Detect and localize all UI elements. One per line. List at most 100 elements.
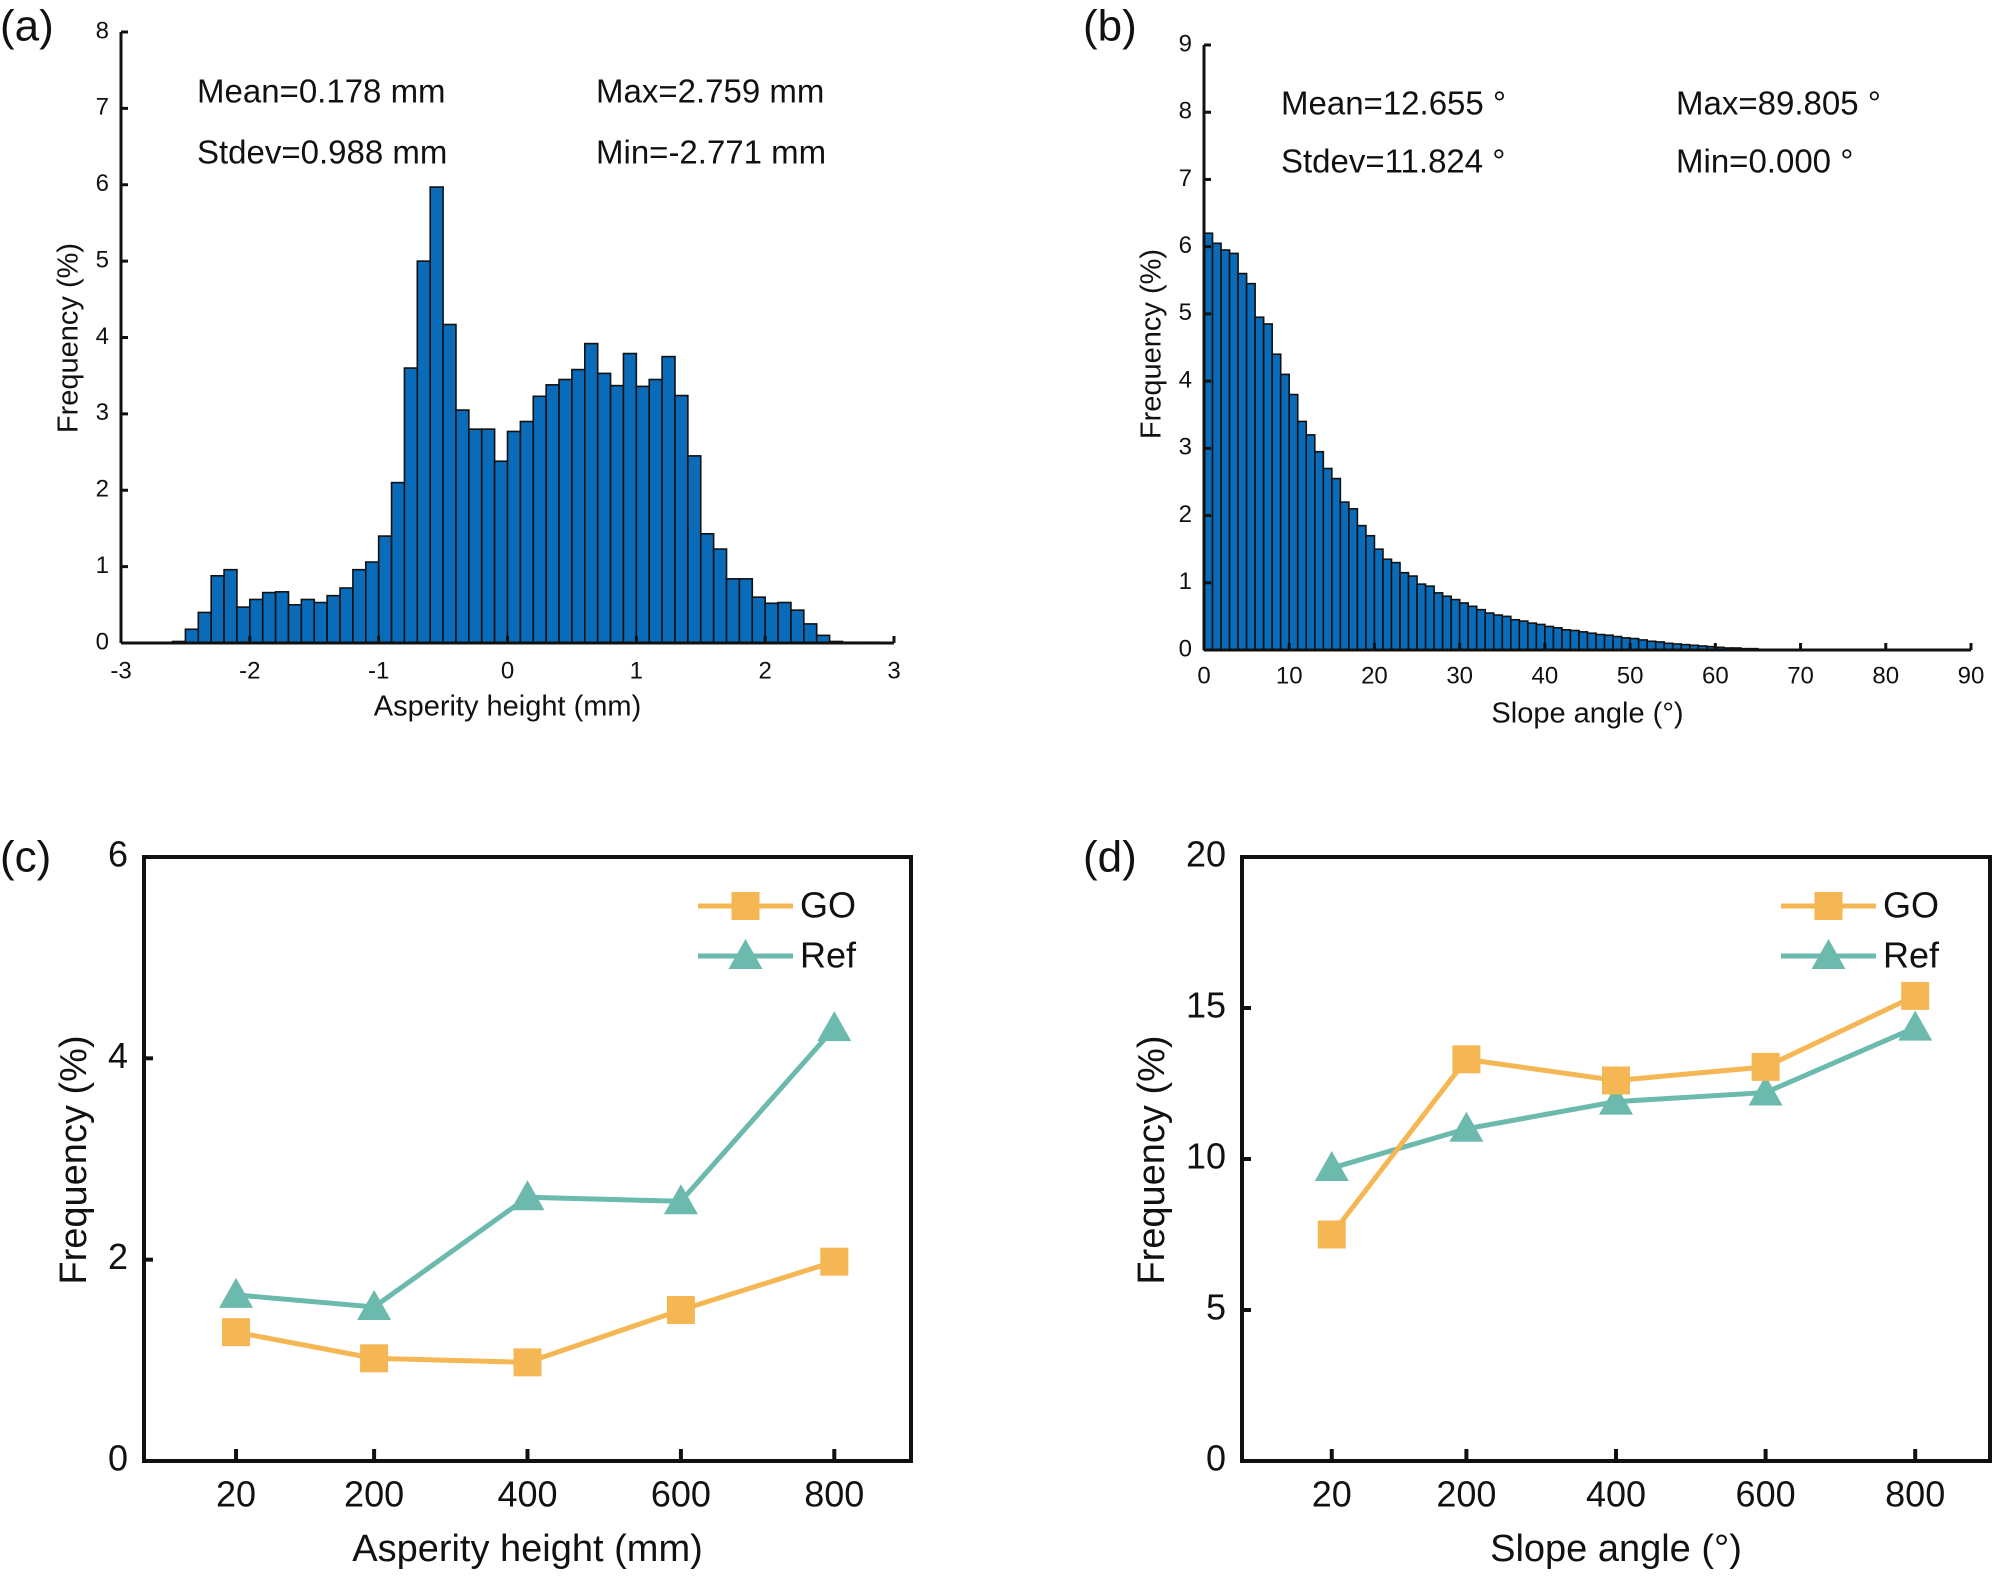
data-point-ref: [1314, 1151, 1349, 1182]
histogram-bar: [1245, 282, 1256, 651]
panel-label: (d): [1083, 833, 1137, 882]
histogram-bar: [1356, 524, 1367, 651]
histogram-bar: [1492, 614, 1504, 651]
y-axis-title: Frequency (%): [53, 1035, 95, 1284]
x-tick-label: 70: [1787, 662, 1814, 689]
x-tick-label: -2: [239, 657, 260, 684]
y-tick-label: 8: [96, 17, 109, 44]
histogram-bar: [648, 378, 663, 644]
histogram-bar: [455, 409, 470, 644]
x-axis-title: Asperity height (mm): [352, 1528, 703, 1570]
x-axis-title: Asperity height (mm): [374, 691, 642, 723]
y-axis-title: Frequency (%): [1136, 249, 1168, 439]
data-point-ref: [1898, 1010, 1933, 1041]
histogram-bar: [1637, 639, 1648, 651]
histogram-bar: [403, 367, 419, 644]
histogram-bar: [1578, 631, 1589, 651]
histogram-bar: [661, 355, 676, 644]
legend-marker-go: [1814, 892, 1843, 920]
histogram-bar: [1313, 450, 1325, 651]
histogram-bar: [1433, 592, 1444, 651]
histogram-bar: [493, 460, 509, 644]
histogram-bar: [1407, 575, 1418, 651]
y-tick-label: 0: [1179, 635, 1192, 662]
histogram-bar: [1518, 620, 1529, 651]
x-tick-label: 20: [216, 1474, 256, 1515]
histogram-bar: [1458, 602, 1469, 651]
x-tick-label: 400: [497, 1474, 557, 1515]
y-tick-label: 10: [1186, 1136, 1226, 1177]
histogram-bar: [777, 601, 792, 644]
x-tick-label: 50: [1617, 662, 1644, 689]
histogram-bar: [352, 568, 367, 644]
histogram-bar: [249, 598, 264, 644]
histogram-bar: [390, 481, 406, 644]
data-point-go: [1452, 1045, 1481, 1074]
y-tick-label: 7: [1179, 165, 1192, 192]
histogram-bar: [622, 352, 638, 644]
histogram-bar: [1484, 612, 1495, 651]
data-point-go: [820, 1247, 849, 1276]
histogram-bar: [416, 260, 432, 644]
stat-min: Min=-2.771 mm: [596, 134, 826, 171]
stat-min: Min=0.000 °: [1676, 143, 1853, 180]
x-tick-label: 30: [1446, 662, 1473, 689]
data-point-ref: [357, 1289, 392, 1320]
histogram-bar: [1220, 249, 1231, 651]
x-tick-label: 400: [1586, 1474, 1646, 1515]
y-tick-label: 9: [1179, 30, 1192, 57]
histogram-bar: [339, 587, 354, 644]
data-point-ref: [1599, 1084, 1633, 1115]
histogram-bar: [1271, 353, 1282, 651]
histogram-bar: [1569, 629, 1580, 651]
legend-marker-ref: [728, 939, 763, 969]
histogram-bar: [635, 385, 651, 644]
histogram-bar: [803, 623, 818, 644]
x-tick-label: 20: [1361, 662, 1388, 689]
histogram-bar: [545, 384, 560, 644]
y-tick-label: 1: [96, 552, 109, 579]
x-tick-label: 80: [1872, 662, 1899, 689]
histogram-bar: [1305, 434, 1316, 651]
data-point-ref: [663, 1184, 698, 1215]
histogram-bar: [1331, 477, 1342, 651]
y-tick-label: 4: [108, 1035, 128, 1076]
series-line-ref: [235, 1026, 837, 1310]
histogram-bar: [687, 455, 702, 644]
histogram-bar: [313, 601, 328, 644]
histogram-bar: [519, 420, 535, 644]
x-tick-label: 0: [1197, 662, 1210, 689]
histogram-bar: [1339, 501, 1350, 651]
histogram-bar: [1501, 615, 1512, 651]
histogram-bar: [261, 591, 277, 644]
histogram-bar: [1254, 316, 1265, 651]
histogram-bar: [1595, 633, 1606, 651]
histogram-bar: [674, 394, 689, 644]
histogram-bar: [1288, 393, 1299, 651]
histogram-bar: [184, 628, 200, 644]
y-tick-label: 5: [1206, 1287, 1226, 1328]
legend-label-ref: Ref: [1883, 935, 1940, 976]
y-tick-label: 4: [1179, 366, 1192, 393]
stat-mean: Mean=12.655 °: [1281, 85, 1506, 122]
histogram-bar: [609, 384, 625, 644]
y-tick-label: 2: [108, 1236, 128, 1277]
histogram-bar: [468, 428, 483, 644]
x-tick-label: 200: [344, 1474, 404, 1515]
x-tick-label: 40: [1532, 662, 1559, 689]
histogram-bar: [1373, 548, 1384, 651]
legend-label-go: GO: [800, 885, 856, 926]
y-tick-label: 3: [1179, 434, 1192, 461]
y-tick-label: 4: [96, 323, 109, 350]
histogram-bar: [326, 594, 341, 644]
x-tick-label: 600: [1736, 1474, 1796, 1515]
histogram-bar: [236, 606, 251, 644]
histogram-bar: [1552, 627, 1563, 651]
x-axis-title: Slope angle (°): [1491, 698, 1683, 730]
histogram-bar: [764, 602, 779, 644]
histogram-bar: [210, 574, 225, 644]
histogram-bar: [1365, 534, 1376, 651]
x-tick-label: 800: [1885, 1474, 1945, 1515]
stat-stdev: Stdev=0.988 mm: [197, 134, 447, 171]
